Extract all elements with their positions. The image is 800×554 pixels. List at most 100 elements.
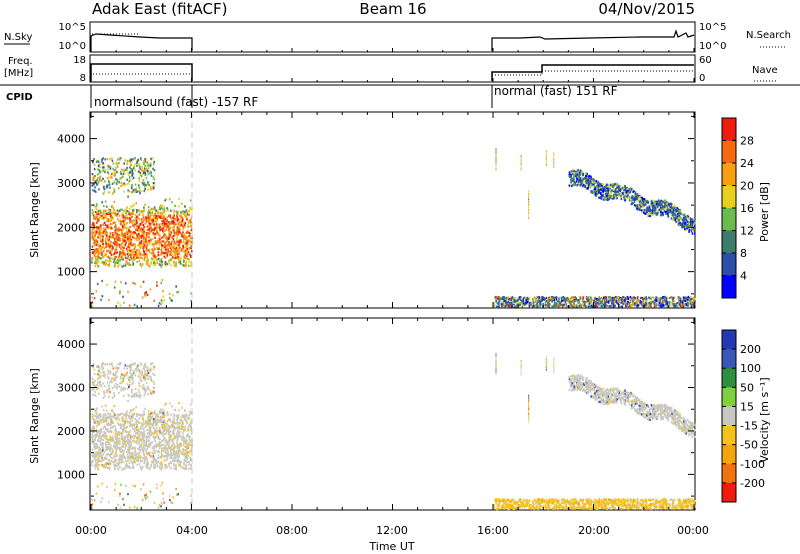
power-cell [126,166,128,169]
velocity-cell [177,417,179,420]
power-cell [639,202,642,205]
velocity-cell [159,412,162,415]
power-cell [674,305,677,308]
power-cell [121,245,124,248]
power-cell [178,256,181,260]
velocity-cell [155,429,157,432]
power-cell [680,217,683,220]
power-cell [168,236,171,239]
power-cell [173,245,175,248]
power-cell [102,169,104,172]
power-cell [128,230,131,234]
power-cell [613,188,615,192]
power-cell [185,237,187,240]
power-cell [671,304,673,307]
velocity-cell [104,413,107,416]
power-cell [109,186,111,189]
power-cell [624,301,626,304]
velocity-cell [144,456,146,459]
power-cell [660,203,663,206]
power-cell [651,200,654,203]
power-cell [114,172,116,175]
velocity-cell [130,459,132,462]
power-cell [145,220,148,223]
power-cell [602,198,605,201]
velocity-cell [100,438,103,441]
power-cell [147,209,150,212]
power-cell [652,208,654,211]
velocity-cell [100,415,102,418]
power-cell [662,299,664,302]
velocity-cell [93,445,96,449]
power-cell [126,210,129,213]
power-cell [140,256,142,259]
power-cell [572,296,575,299]
velocity-cell [112,460,114,464]
velocity-cell [124,420,126,423]
power-cell [679,211,682,215]
cpid-label: CPID [6,92,33,103]
velocity-cell [184,452,187,455]
velocity-cell [166,452,169,455]
velocity-cell [103,434,105,437]
power-cell [530,305,532,308]
velocity-cell [109,429,112,432]
velocity-cell [111,409,113,412]
power-cell [97,219,99,222]
velocity-cell [158,437,160,440]
velocity-cell [160,456,162,459]
power-cell [132,263,135,266]
power-cell [580,181,583,184]
power-cell [118,243,121,246]
power-cell [182,240,185,244]
power-cell [669,302,671,306]
power-cell [133,167,135,170]
velocity-cell [106,440,109,443]
power-cell [103,228,106,232]
power-cell [690,223,692,226]
velocity-cell [148,429,151,432]
power-cell [158,225,161,228]
power-cell [611,296,614,299]
power-cell [182,212,184,215]
power-cell [679,210,681,213]
power-cell [173,231,176,234]
power-cell [185,260,187,263]
velocity-cell [111,452,113,456]
power-cell [668,208,670,211]
power-cell [676,302,679,305]
power-cell [123,162,125,165]
power-cell [669,202,671,206]
power-cell [148,225,151,228]
velocity-cell [187,445,189,448]
velocity-cell [168,426,171,429]
power-cell [528,195,530,198]
power-cell [134,250,137,254]
velocity-cell [121,412,123,415]
velocity-cell [110,420,112,424]
power-cell [151,251,153,254]
power-cell [585,172,587,175]
power-cell [121,247,124,250]
power-cell [106,283,108,286]
power-cell [592,192,595,195]
power-cell [183,212,185,215]
power-cell [156,284,158,287]
velocity-cell [181,406,183,409]
power-cell [122,169,124,172]
power-cell [157,304,160,307]
power-cell [672,303,675,306]
power-cell [645,212,647,215]
power-cell [92,231,94,234]
power-cell [690,228,693,232]
power-cell [632,303,635,306]
power-cell [113,258,116,261]
power-cell [536,305,538,308]
velocity-cell [95,461,97,464]
power-cell [604,189,606,192]
power-cell [163,222,166,225]
power-cell [142,280,145,283]
power-cell [166,216,169,219]
power-cell [557,305,560,308]
velocity-cell [93,408,95,411]
